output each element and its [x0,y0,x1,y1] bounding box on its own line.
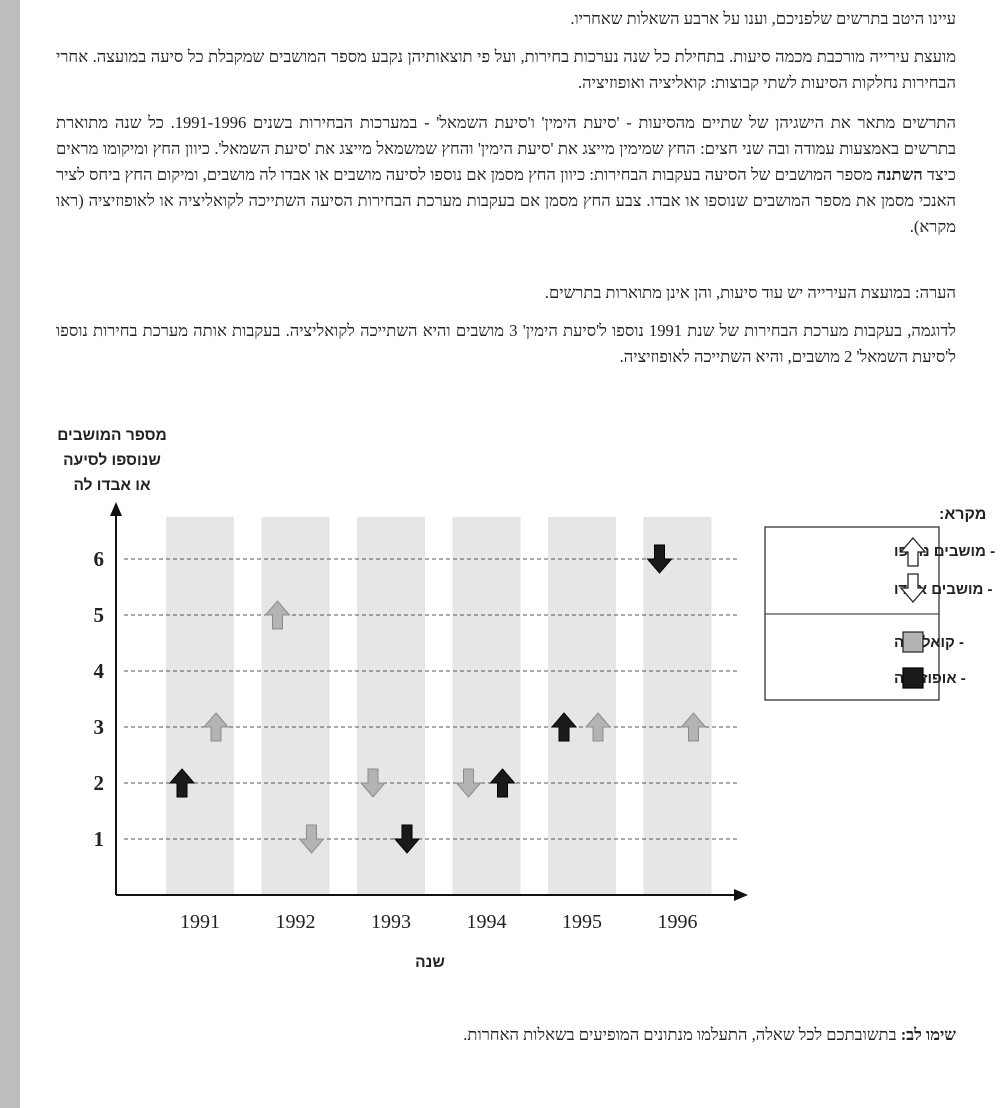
page-margin-bar [0,0,20,1108]
chart-description-part1: התרשים מתאר את הישגיהן של שתיים מהסיעות … [56,113,956,184]
x-axis-arrowhead [734,889,748,901]
example-paragraph: לדוגמה, בעקבות מערכת הבחירות של שנת 1991… [56,321,957,366]
arrow-right-party-1994 [489,768,516,798]
x-tick-label-1996: 1996 [658,911,698,933]
chart-description-paragraph: התרשים מתאר את הישגיהן של שתיים מהסיעות … [56,110,956,240]
council-paragraph: מועצת עירייה מורכבת מכמה סיעות. בתחילת כ… [56,47,956,92]
arrow-left-party-1993 [359,768,387,798]
footer-note-label: שימו לב: [900,1025,956,1044]
y-tick-label-5: 5 [94,603,105,627]
y-axis-arrowhead [110,502,122,516]
year-column-1992 [261,517,330,895]
arrow-right-party-1995 [584,712,612,742]
y-axis-label-line-1: מספר המושבים [57,427,167,444]
footer-note: שימו לב: בתשובתכם לכל שאלה, התעלמו מנתונ… [56,1022,956,1048]
x-axis-label: שנה [415,954,445,971]
footer-note-text: בתשובתכם לכל שאלה, התעלמו מנתונים המופיע… [463,1025,901,1044]
arrow-left-party-1991 [168,768,196,798]
chart-description-part2: מספר המושבים של הסיעה בעקבות הבחירות: כי… [56,165,956,236]
year-column-1996 [643,517,712,895]
year-column-1994 [452,517,521,895]
year-column-1993 [357,517,425,895]
intro-text: עיינו היטב בתרשים שלפניכם, וענו על ארבע … [570,9,956,28]
y-tick-label-3: 3 [94,715,105,739]
year-column-1991 [166,517,234,895]
arrow-right-party-1996 [680,712,707,742]
arrow-right-party-1991 [202,712,230,742]
legend-opposition-swatch [902,667,924,689]
x-tick-label-1994: 1994 [467,911,507,933]
legend-arrow-down-icon [899,573,927,603]
year-column-1995 [548,517,616,895]
y-axis-label-line-2: שנוספו לסיעה [63,452,161,469]
arrow-left-party-1996 [646,544,673,574]
y-tick-label-6: 6 [94,547,105,571]
legend-title: מקרא: [939,506,986,523]
arrow-right-party-1992 [298,824,325,854]
x-tick-label-1995: 1995 [562,911,602,933]
x-tick-label-1993: 1993 [371,911,411,933]
arrow-left-party-1995 [550,712,578,742]
y-tick-label-2: 2 [94,771,105,795]
x-tick-label-1992: 1992 [276,911,316,933]
arrow-left-party-1994 [455,768,482,798]
arrow-right-party-1993 [393,824,421,854]
y-tick-label-4: 4 [94,659,105,683]
chart-description-bold: השתנה [876,165,923,184]
x-tick-label-1991: 1991 [180,911,220,933]
note-text: הערה: במועצת העירייה יש עוד סיעות, והן א… [544,283,956,302]
y-axis-label-line-3: או אבדו לה [73,477,151,494]
legend-coalition-swatch [902,631,924,653]
legend-arrow-up-icon [899,537,927,567]
arrow-left-party-1992 [264,600,291,630]
y-tick-label-1: 1 [94,827,105,851]
